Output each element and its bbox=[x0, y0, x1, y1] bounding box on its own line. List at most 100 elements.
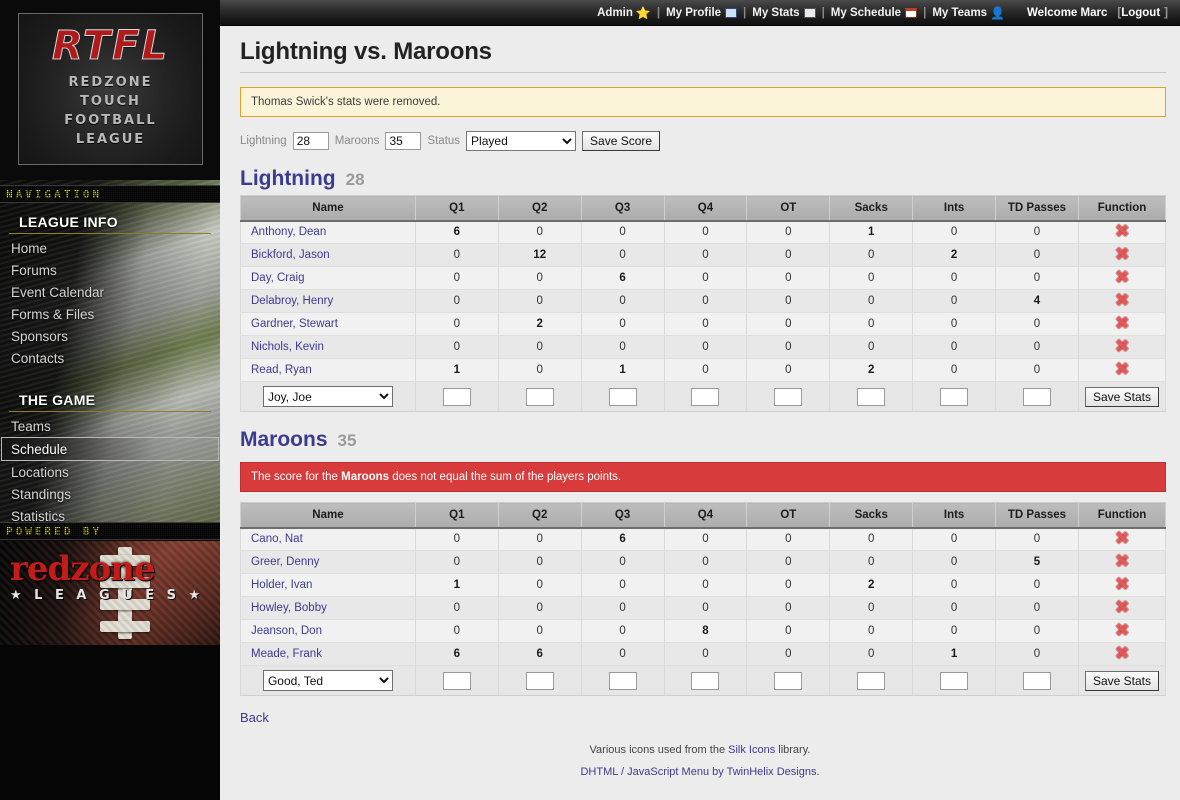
topnav-my-schedule[interactable]: My Schedule bbox=[830, 6, 902, 19]
save-score-button[interactable]: Save Score bbox=[582, 131, 661, 151]
col-q4: Q4 bbox=[663, 195, 748, 222]
player-name-link[interactable]: Read, Ryan bbox=[240, 358, 416, 382]
table-row: Jeanson, Don 0 0 0 8 0 0 0 0 bbox=[240, 619, 1167, 643]
player-select[interactable]: Good, Ted bbox=[262, 670, 393, 691]
table-row: Gardner, Stewart 0 2 0 0 0 0 0 0 bbox=[240, 312, 1167, 336]
sidebar-item-forms-files[interactable]: Forms & Files bbox=[11, 306, 95, 322]
q2-input[interactable] bbox=[525, 671, 554, 690]
sidebar-item-schedule[interactable]: Schedule bbox=[1, 437, 219, 461]
status-select[interactable]: PlayedScheduledCancelledForfeitPostponed bbox=[466, 131, 577, 151]
logo-line-2: TOUCH bbox=[80, 93, 141, 109]
sidebar-item-forums[interactable]: Forums bbox=[11, 262, 57, 278]
delete-icon[interactable] bbox=[1115, 293, 1128, 306]
delete-icon[interactable] bbox=[1115, 646, 1128, 659]
table-row: Greer, Denny 0 0 0 0 0 0 0 5 bbox=[240, 550, 1167, 574]
table-row: Read, Ryan 1 0 1 0 0 2 0 0 bbox=[240, 358, 1167, 382]
stat-ot: 0 bbox=[746, 335, 831, 359]
ot-input-cell bbox=[746, 665, 831, 696]
col-sacks: Sacks bbox=[829, 195, 914, 222]
ints-input[interactable] bbox=[940, 387, 969, 406]
sidebar-item-statistics[interactable]: Statistics bbox=[11, 508, 66, 524]
player-name-link[interactable]: Anthony, Dean bbox=[240, 220, 416, 244]
topnav-admin[interactable]: Admin bbox=[597, 6, 633, 19]
ot-input[interactable] bbox=[774, 671, 803, 690]
twinhelix-link[interactable]: DHTML / JavaScript Menu by TwinHelix Des… bbox=[580, 766, 820, 778]
function-cell bbox=[1077, 312, 1167, 336]
delete-icon[interactable] bbox=[1115, 577, 1128, 590]
player-name-link[interactable]: Gardner, Stewart bbox=[240, 312, 416, 336]
away-score-input[interactable] bbox=[385, 132, 422, 150]
table-header-row: Name Q1 Q2 Q3 Q4 OT Sacks Ints TD Passes… bbox=[240, 195, 1167, 222]
stat-sacks: 0 bbox=[829, 550, 914, 574]
sidebar-item-contacts[interactable]: Contacts bbox=[11, 350, 65, 366]
topnav-my-stats[interactable]: My Stats bbox=[752, 6, 800, 19]
sidebar-item-home[interactable]: Home bbox=[11, 240, 48, 256]
stat-q1: 0 bbox=[414, 550, 499, 574]
topnav-my-teams[interactable]: My Teams bbox=[932, 6, 988, 19]
player-name-link[interactable]: Day, Craig bbox=[240, 266, 416, 290]
player-name-link[interactable]: Jeanson, Don bbox=[240, 619, 416, 643]
player-select[interactable]: Joy, Joe bbox=[262, 386, 393, 407]
topnav-separator: | bbox=[743, 6, 747, 19]
delete-icon[interactable] bbox=[1115, 362, 1128, 375]
player-name-link[interactable]: Howley, Bobby bbox=[240, 596, 416, 620]
player-name-link[interactable]: Holder, Ivan bbox=[240, 573, 416, 597]
q1-input[interactable] bbox=[442, 671, 471, 690]
td-passes-input[interactable] bbox=[1023, 387, 1051, 406]
ints-input[interactable] bbox=[940, 671, 969, 690]
stat-ot: 0 bbox=[746, 550, 831, 574]
sidebar-item-event-calendar[interactable]: Event Calendar bbox=[11, 284, 105, 300]
player-name-link[interactable]: Delabroy, Henry bbox=[240, 289, 416, 313]
stat-q3: 0 bbox=[580, 619, 665, 643]
sidebar-item-locations[interactable]: Locations bbox=[11, 464, 69, 480]
delete-icon[interactable] bbox=[1115, 531, 1128, 544]
delete-icon[interactable] bbox=[1115, 600, 1128, 613]
stat-sacks: 1 bbox=[829, 220, 914, 244]
q3-input[interactable] bbox=[608, 387, 637, 406]
col-function: Function bbox=[1077, 502, 1167, 529]
delete-icon[interactable] bbox=[1115, 224, 1128, 237]
player-name-link[interactable]: Cano, Nat bbox=[240, 527, 416, 551]
player-name-link[interactable]: Meade, Frank bbox=[240, 642, 416, 666]
td-passes-input[interactable] bbox=[1023, 671, 1051, 690]
delete-icon[interactable] bbox=[1115, 316, 1128, 329]
delete-icon[interactable] bbox=[1115, 270, 1128, 283]
delete-icon[interactable] bbox=[1115, 339, 1128, 352]
sacks-input[interactable] bbox=[857, 387, 886, 406]
away-team-label: Maroons bbox=[334, 135, 380, 147]
q1-input[interactable] bbox=[442, 387, 471, 406]
save-stats-button[interactable]: Save Stats bbox=[1084, 386, 1159, 407]
q3-input[interactable] bbox=[608, 671, 637, 690]
sidebar-item-standings[interactable]: Standings bbox=[11, 486, 72, 502]
q4-input[interactable] bbox=[691, 671, 720, 690]
q2-input[interactable] bbox=[525, 387, 554, 406]
ints-input-cell bbox=[912, 665, 997, 696]
sidebar-spacer bbox=[0, 369, 220, 383]
delete-icon[interactable] bbox=[1115, 247, 1128, 260]
star-icon: ⭐ bbox=[635, 5, 651, 20]
status-label: Status bbox=[427, 135, 461, 147]
ot-input[interactable] bbox=[774, 387, 803, 406]
sidebar-item-sponsors[interactable]: Sponsors bbox=[11, 328, 69, 344]
delete-icon[interactable] bbox=[1115, 623, 1128, 636]
sacks-input[interactable] bbox=[857, 671, 886, 690]
q4-input[interactable] bbox=[691, 387, 720, 406]
player-name-link[interactable]: Greer, Denny bbox=[240, 550, 416, 574]
stat-q2: 0 bbox=[497, 596, 582, 620]
logout-link[interactable]: Logout bbox=[1121, 6, 1161, 19]
save-stats-button[interactable]: Save Stats bbox=[1084, 670, 1159, 691]
stat-q2: 0 bbox=[497, 220, 582, 244]
stat-q4: 0 bbox=[663, 266, 748, 290]
stat-sacks: 2 bbox=[829, 573, 914, 597]
delete-icon[interactable] bbox=[1115, 554, 1128, 567]
sidebar-item-teams[interactable]: Teams bbox=[11, 418, 51, 434]
player-name-link[interactable]: Bickford, Jason bbox=[240, 243, 416, 267]
redzone-leagues-logo[interactable]: redzone ★ L E A G U E S ★ bbox=[10, 552, 204, 603]
silk-icons-link[interactable]: Silk Icons bbox=[728, 744, 776, 756]
topnav-my-profile[interactable]: My Profile bbox=[666, 6, 722, 19]
home-score-input[interactable] bbox=[292, 132, 329, 150]
sacks-input-cell bbox=[829, 665, 914, 696]
player-name-link[interactable]: Nichols, Kevin bbox=[240, 335, 416, 359]
back-link[interactable]: Back bbox=[240, 710, 269, 725]
q4-input-cell bbox=[663, 381, 748, 412]
